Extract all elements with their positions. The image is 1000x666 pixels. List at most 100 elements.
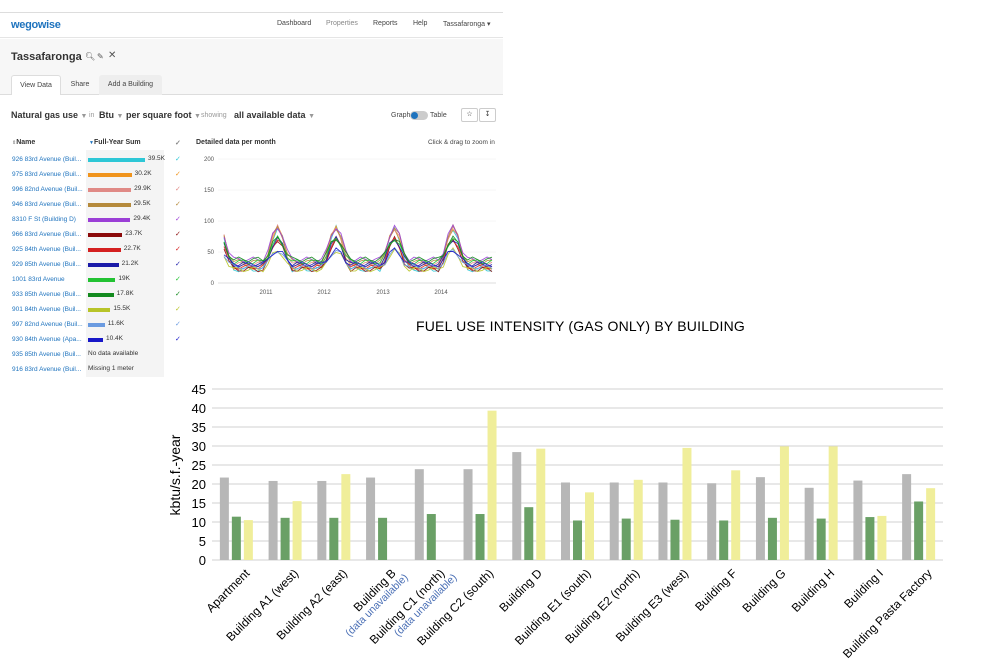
building-name-link[interactable]: 935 85th Avenue (Buil... <box>12 351 81 358</box>
line-chart-title: Detailed data per month <box>196 139 276 146</box>
building-row[interactable]: 946 83rd Avenue (Buil... 29.5K ✓ <box>0 198 190 213</box>
x-tick-label: 2014 <box>434 290 448 296</box>
building-name-link[interactable]: 925 84th Avenue (Buil... <box>12 246 81 253</box>
building-row[interactable]: 1001 83rd Avenue 19K ✓ <box>0 273 190 288</box>
x-category-label: Building F <box>692 566 740 614</box>
building-name-link[interactable]: 8310 F St (Building D) <box>12 216 76 223</box>
bar <box>719 520 729 560</box>
sum-value: 19K <box>118 275 130 282</box>
tab-add-building[interactable]: Add a Building <box>99 75 162 95</box>
building-row[interactable]: 935 85th Avenue (Buil... No data availabl… <box>0 348 190 363</box>
bar <box>414 469 424 560</box>
building-row[interactable]: 901 84th Avenue (Buil... 15.5K ✓ <box>0 303 190 318</box>
series-checkbox[interactable]: ✓ <box>175 306 181 313</box>
download-button[interactable]: ↧ <box>479 108 496 122</box>
metric-dropdown[interactable]: Natural gas use ▼ <box>11 110 87 120</box>
building-name-link[interactable]: 926 83rd Avenue (Buil... <box>12 156 82 163</box>
bar <box>573 520 582 560</box>
bar <box>268 480 278 560</box>
bar <box>658 482 668 560</box>
search-icon[interactable]: 🔍︎ <box>85 52 96 61</box>
bar <box>670 519 680 560</box>
building-row[interactable]: 933 85th Avenue (Buil... 17.8K ✓ <box>0 288 190 303</box>
series-checkbox[interactable]: ✓ <box>175 336 181 343</box>
sum-value: 21.2K <box>121 260 139 267</box>
name-header-label: Name <box>16 139 36 146</box>
favorite-star-button[interactable]: ☆ <box>461 108 478 122</box>
building-row[interactable]: 926 83rd Avenue (Buil... 39.5K ✓ <box>0 153 190 168</box>
normalization-value: per square foot <box>126 110 192 120</box>
unit-dropdown[interactable]: Btu ▼ <box>99 110 123 120</box>
monthly-line-chart[interactable]: 200 150 100 50 0 2011 2012 2013 2014 <box>190 150 500 300</box>
building-row[interactable]: 966 83rd Avenue (Buil... 23.7K ✓ <box>0 228 190 243</box>
bar <box>877 515 887 560</box>
nav-dashboard[interactable]: Dashboard <box>277 20 312 27</box>
building-row[interactable]: 997 82nd Avenue (Buil... 11.6K ✓ <box>0 318 190 333</box>
y-tick-label: 10 <box>192 515 206 530</box>
series-checkbox[interactable]: ✓ <box>175 231 181 238</box>
nav-account-menu[interactable]: Tassafaronga ▾ <box>443 21 491 28</box>
building-name-link[interactable]: 946 83rd Avenue (Buil... <box>12 201 82 208</box>
building-row[interactable]: 929 85th Avenue (Buil... 21.2K ✓ <box>0 258 190 273</box>
nav-properties[interactable]: Properties <box>326 20 358 27</box>
building-name-link[interactable]: 930 84th Avenue (Apa... <box>12 336 82 343</box>
building-name-link[interactable]: 901 84th Avenue (Buil... <box>12 306 81 313</box>
building-name-link[interactable]: 975 83rd Avenue (Buil... <box>12 171 82 178</box>
series-checkbox[interactable]: ✓ <box>175 216 181 223</box>
bar <box>561 482 570 560</box>
building-row[interactable]: 975 83rd Avenue (Buil... 30.2K ✓ <box>0 168 190 183</box>
select-all-checkbox[interactable]: ✓ <box>175 140 181 147</box>
monthly-series-line <box>223 247 493 268</box>
range-dropdown[interactable]: all available data ▼ <box>234 110 315 120</box>
building-row[interactable]: 996 82nd Avenue (Buil... 29.9K ✓ <box>0 183 190 198</box>
download-icon: ↧ <box>484 111 491 118</box>
wegowise-logo[interactable]: wegowise <box>11 19 61 31</box>
y-tick-label: 50 <box>207 250 214 256</box>
normalization-dropdown[interactable]: per square foot ▼ <box>126 110 201 120</box>
series-checkbox[interactable]: ✓ <box>175 171 181 178</box>
building-row[interactable]: 925 84th Avenue (Buil... 22.7K ✓ <box>0 243 190 258</box>
series-checkbox[interactable]: ✓ <box>175 246 181 253</box>
building-row[interactable]: 930 84th Avenue (Apa... 10.4K ✓ <box>0 333 190 348</box>
building-name-link[interactable]: 966 83rd Avenue (Buil... <box>12 231 82 238</box>
tab-share[interactable]: Share <box>62 75 98 95</box>
x-category-label: Building H <box>789 566 838 615</box>
name-column-header[interactable]: ⇕Name <box>12 139 35 146</box>
y-tick-label: 200 <box>204 157 215 163</box>
building-name-link[interactable]: 1001 83rd Avenue <box>12 276 65 283</box>
series-checkbox[interactable]: ✓ <box>175 321 181 328</box>
nav-reports[interactable]: Reports <box>373 20 398 27</box>
sum-column-header[interactable]: ▼Full-Year Sum <box>89 139 141 146</box>
series-checkbox[interactable]: ✓ <box>175 276 181 283</box>
bar <box>317 480 327 560</box>
sum-value: 23.7K <box>125 230 143 237</box>
series-checkbox[interactable]: ✓ <box>175 201 181 208</box>
building-name-link[interactable]: 997 82nd Avenue (Buil... <box>12 321 83 328</box>
building-name-link[interactable]: 929 85th Avenue (Buil... <box>12 261 81 268</box>
building-name-link[interactable]: 933 85th Avenue (Buil... <box>12 291 81 298</box>
sum-value: 11.6K <box>107 320 125 327</box>
building-name-link[interactable]: 916 83rd Avenue (Buil... <box>12 366 82 373</box>
graph-table-toggle[interactable] <box>410 111 428 120</box>
series-checkbox[interactable]: ✓ <box>175 156 181 163</box>
series-checkbox[interactable]: ✓ <box>175 291 181 298</box>
edit-pencil-icon[interactable]: ✎ <box>97 52 104 61</box>
bar <box>816 518 826 560</box>
building-row[interactable]: 916 83rd Avenue (Buil... Missing 1 meter <box>0 363 190 378</box>
close-icon[interactable]: ✕ <box>108 50 117 61</box>
nav-help[interactable]: Help <box>413 20 428 27</box>
unit-value: Btu <box>99 110 114 120</box>
bar <box>536 448 546 560</box>
bar <box>292 501 302 560</box>
building-row[interactable]: 8310 F St (Building D) 29.4K ✓ <box>0 213 190 228</box>
bar <box>426 514 436 560</box>
sum-bar <box>88 308 111 312</box>
graph-label: Graph <box>391 112 411 119</box>
building-name-link[interactable]: 996 82nd Avenue (Buil... <box>12 186 83 193</box>
zoom-hint: Click & drag to zoom in <box>428 139 495 146</box>
in-label: in <box>89 112 95 119</box>
y-tick-label: 25 <box>192 458 206 473</box>
series-checkbox[interactable]: ✓ <box>175 261 181 268</box>
series-checkbox[interactable]: ✓ <box>175 186 181 193</box>
tab-view-data[interactable]: View Data <box>11 75 61 95</box>
